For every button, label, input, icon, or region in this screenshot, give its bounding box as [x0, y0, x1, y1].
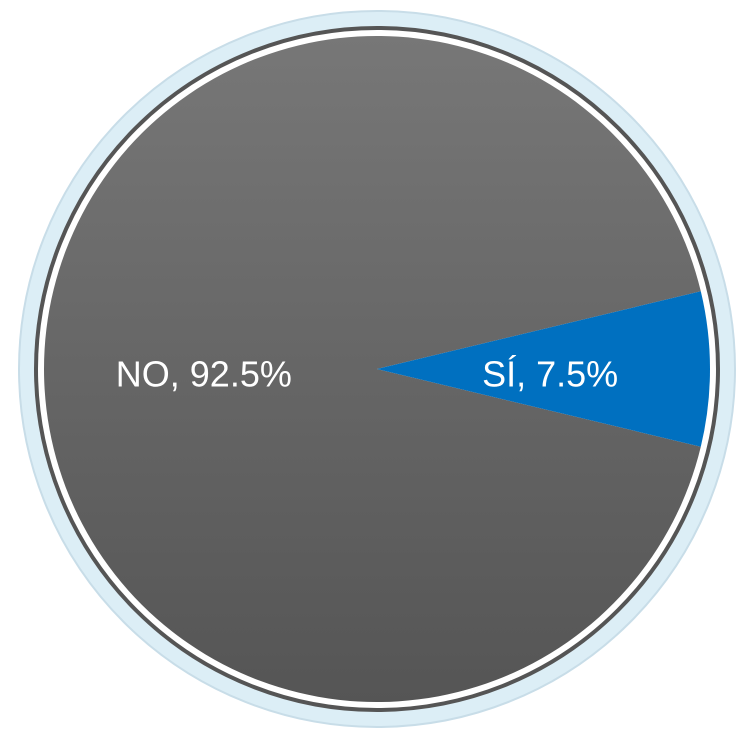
- data-label: NO, 92.5%: [116, 354, 292, 395]
- slices: [44, 35, 711, 702]
- pie-slice: [377, 291, 711, 447]
- data-label: SÍ, 7.5%: [482, 354, 618, 395]
- pie-slice: [44, 35, 701, 702]
